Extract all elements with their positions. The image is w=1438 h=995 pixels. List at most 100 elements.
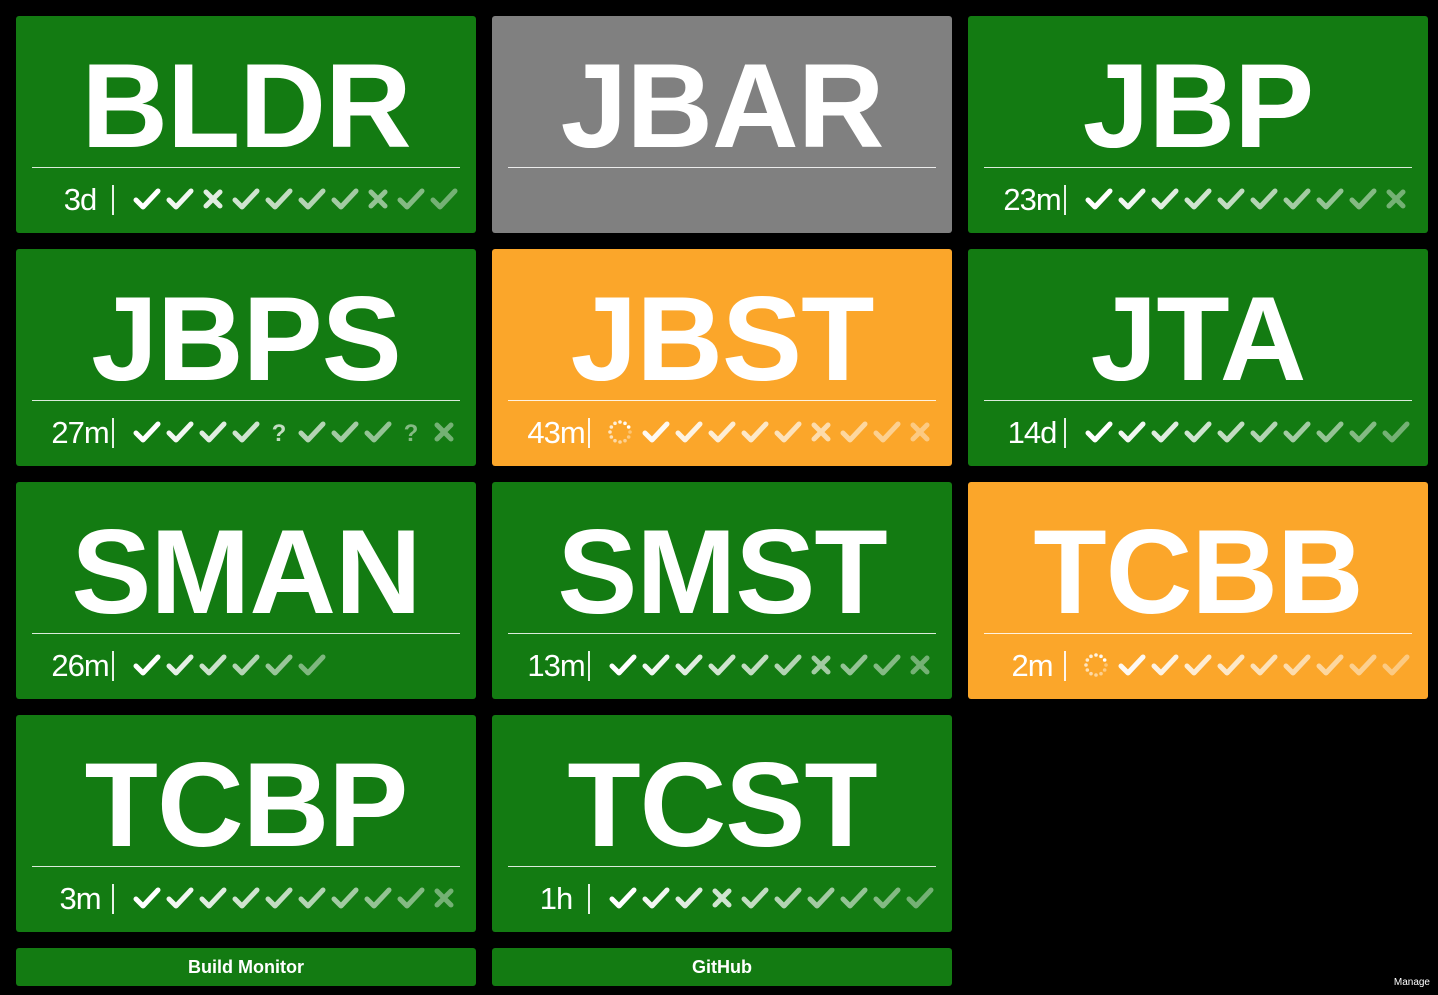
success-check-icon: [1346, 185, 1379, 215]
job-footer: 1h: [508, 882, 936, 916]
last-build-age: 2m: [1011, 648, 1053, 683]
build-history: [606, 651, 936, 681]
success-check-icon: [903, 884, 936, 914]
divider: [32, 633, 460, 634]
divider: [32, 167, 460, 168]
job-tile-tcst[interactable]: TCST 1h: [492, 715, 952, 932]
build-monitor-link[interactable]: Build Monitor: [16, 948, 476, 986]
divider: [508, 400, 936, 401]
divider: [984, 167, 1412, 168]
success-check-icon: [1214, 418, 1247, 448]
success-check-icon: [1313, 651, 1346, 681]
job-tile-jbst[interactable]: JBST 43m: [492, 249, 952, 466]
success-check-icon: [361, 418, 394, 448]
job-tile-smst[interactable]: SMST 13m: [492, 482, 952, 699]
success-check-icon: [1313, 418, 1346, 448]
job-tile-jbp[interactable]: JBP 23m: [968, 16, 1428, 233]
separator: [588, 418, 590, 448]
job-footer: 23m: [984, 183, 1412, 217]
job-name: JBST: [570, 272, 875, 406]
success-check-icon: [1247, 651, 1280, 681]
svg-text:?: ?: [403, 420, 418, 446]
job-name: JBAR: [560, 39, 885, 173]
last-build-age: [508, 183, 604, 217]
success-check-icon: [738, 884, 771, 914]
separator: [1064, 418, 1066, 448]
build-history: [130, 884, 460, 914]
success-check-icon: [229, 651, 262, 681]
success-check-icon: [328, 418, 361, 448]
divider: [984, 400, 1412, 401]
success-check-icon: [328, 884, 361, 914]
success-check-icon: [229, 418, 262, 448]
success-check-icon: [639, 884, 672, 914]
job-footer: [508, 183, 936, 217]
success-check-icon: [837, 884, 870, 914]
job-footer: 3m: [32, 882, 460, 916]
divider: [508, 633, 936, 634]
build-history: [1082, 651, 1412, 681]
success-check-icon: [870, 418, 903, 448]
job-name: BLDR: [81, 39, 411, 173]
failure-cross-icon: [705, 884, 738, 914]
success-check-icon: [130, 185, 163, 215]
success-check-icon: [771, 884, 804, 914]
separator: [588, 884, 590, 914]
build-history: [606, 884, 936, 914]
building-spinner-icon: [1082, 651, 1115, 681]
success-check-icon: [738, 418, 771, 448]
divider: [32, 866, 460, 867]
job-tile-tcbb[interactable]: TCBB 2m: [968, 482, 1428, 699]
job-tile-bldr[interactable]: BLDR 3d: [16, 16, 476, 233]
build-history: [130, 651, 328, 681]
divider: [508, 866, 936, 867]
job-footer: 14d: [984, 416, 1412, 450]
success-check-icon: [163, 884, 196, 914]
manage-link[interactable]: Manage: [1393, 977, 1430, 988]
last-build-age: 14d: [1007, 415, 1058, 450]
divider: [984, 633, 1412, 634]
last-build-age: 3d: [63, 182, 97, 217]
failure-cross-icon: [427, 418, 460, 448]
success-check-icon: [229, 884, 262, 914]
success-check-icon: [262, 884, 295, 914]
success-check-icon: [804, 884, 837, 914]
success-check-icon: [1313, 185, 1346, 215]
last-build-age: 1h: [539, 881, 573, 916]
success-check-icon: [1181, 418, 1214, 448]
job-tile-tcbp[interactable]: TCBP 3m: [16, 715, 476, 932]
success-check-icon: [639, 418, 672, 448]
job-name: TCBB: [1033, 505, 1363, 639]
last-build-age: 3m: [59, 881, 101, 916]
job-name: JTA: [1090, 272, 1307, 406]
success-check-icon: [1181, 651, 1214, 681]
job-footer: 26m: [32, 649, 460, 683]
success-check-icon: [1148, 418, 1181, 448]
success-check-icon: [1214, 651, 1247, 681]
job-tile-sman[interactable]: SMAN 26m: [16, 482, 476, 699]
build-history: [130, 185, 460, 215]
success-check-icon: [1115, 651, 1148, 681]
success-check-icon: [196, 651, 229, 681]
separator: [112, 884, 114, 914]
last-build-age: 13m: [527, 648, 585, 683]
success-check-icon: [705, 418, 738, 448]
job-name: JBPS: [91, 272, 401, 406]
build-history: [606, 418, 936, 448]
github-link[interactable]: GitHub: [492, 948, 952, 986]
success-check-icon: [837, 651, 870, 681]
job-footer: 2m: [984, 649, 1412, 683]
success-check-icon: [639, 651, 672, 681]
failure-cross-icon: [804, 418, 837, 448]
success-check-icon: [1181, 185, 1214, 215]
job-name: SMST: [557, 505, 887, 639]
separator: [112, 185, 114, 215]
success-check-icon: [1082, 185, 1115, 215]
job-tile-jbar[interactable]: JBAR: [492, 16, 952, 233]
job-tile-jbps[interactable]: JBPS 27m ??: [16, 249, 476, 466]
failure-cross-icon: [903, 418, 936, 448]
job-tile-jta[interactable]: JTA 14d: [968, 249, 1428, 466]
separator: [588, 651, 590, 681]
build-history: [1082, 185, 1412, 215]
last-build-age: 27m: [51, 415, 109, 450]
